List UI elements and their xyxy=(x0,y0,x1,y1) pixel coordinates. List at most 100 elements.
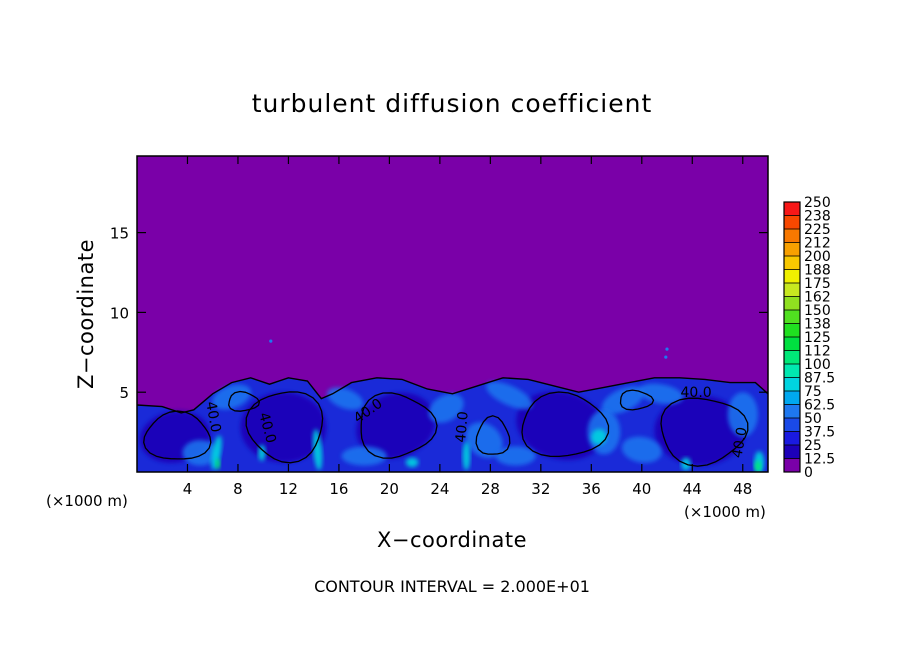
x-axis: 4 8 12 16 20 24 28 32 36 40 44 48 xyxy=(183,156,752,498)
mixing-streak xyxy=(327,387,364,410)
contour-label: 40.0 xyxy=(202,400,223,433)
colorbar-label: 250 xyxy=(804,195,831,211)
colorbar-swatch xyxy=(784,323,800,337)
colorbar-swatch xyxy=(784,296,800,310)
colorbar-swatch xyxy=(784,310,800,324)
plot-area: 40.0 40.0 40.040.040.040.0 xyxy=(136,155,769,473)
cyan-plume xyxy=(462,441,471,471)
eddy-core xyxy=(654,395,746,466)
colorbar-swatch xyxy=(784,364,800,378)
colorbar-label: 175 xyxy=(804,276,831,292)
mixing-streak xyxy=(428,393,464,423)
y-tick-label: 15 xyxy=(110,225,129,243)
y-axis-label: Z−coordinate xyxy=(74,239,98,389)
colorbar-label: 87.5 xyxy=(804,371,835,387)
colorbar-swatch xyxy=(784,350,800,364)
colorbar-label: 75 xyxy=(804,384,822,400)
cyan-plume xyxy=(258,444,266,461)
mixing-streak xyxy=(601,386,645,415)
colorbar-swatch xyxy=(784,391,800,405)
colorbar: 012.52537.55062.57587.510011212513815016… xyxy=(783,195,835,481)
contour-label: 40.0 xyxy=(681,385,712,401)
mixing-streak xyxy=(486,381,533,410)
mixing-streak xyxy=(182,440,218,466)
mixing-streak xyxy=(212,384,251,410)
contour-label: 40.0 xyxy=(729,426,750,459)
x-tick-label: 28 xyxy=(481,480,500,498)
contour-label: 40.0 xyxy=(453,411,472,443)
contour-line xyxy=(228,390,261,412)
contour-line xyxy=(475,415,511,455)
x-tick-label: 32 xyxy=(531,480,550,498)
colorbar-swatch xyxy=(784,215,800,229)
mixing-streak xyxy=(341,446,387,466)
colorbar-label: 100 xyxy=(804,357,831,373)
colorbar-label: 12.5 xyxy=(804,452,835,468)
contour-line xyxy=(360,392,438,459)
speckle xyxy=(664,355,668,359)
colorbar-label: 150 xyxy=(804,303,831,319)
colorbar-swatch xyxy=(784,242,800,256)
x-tick-label: 20 xyxy=(380,480,399,498)
colorbar-swatch xyxy=(784,229,800,243)
colorbar-label: 112 xyxy=(804,344,831,360)
chart-title: turbulent diffusion coefficient xyxy=(252,89,653,118)
green-spot xyxy=(215,458,221,470)
turbulent-layer xyxy=(137,339,768,472)
colorbar-swatch xyxy=(784,445,800,459)
x-tick-label: 4 xyxy=(183,480,193,498)
green-spot xyxy=(754,460,762,472)
cyan-plume xyxy=(591,428,607,445)
colorbar-label: 25 xyxy=(804,438,822,454)
colorbar-label: 212 xyxy=(804,236,831,252)
colorbar-label: 225 xyxy=(804,222,831,238)
x-tick-label: 40 xyxy=(632,480,651,498)
plot-frame xyxy=(136,155,769,473)
contour-line xyxy=(660,397,749,467)
contour-line xyxy=(521,391,610,458)
x-tick-label: 24 xyxy=(430,480,449,498)
cyan-plume xyxy=(405,457,419,468)
colorbar-label: 0 xyxy=(804,465,813,481)
colorbar-swatch xyxy=(784,458,800,472)
x-unit-right: (×1000 m) xyxy=(684,503,766,521)
colorbar-label: 37.5 xyxy=(804,425,835,441)
y-tick-label: 10 xyxy=(110,304,129,322)
mixing-streak xyxy=(638,383,684,405)
colorbar-label: 238 xyxy=(804,209,831,225)
x-tick-label: 8 xyxy=(233,480,243,498)
x-tick-label: 16 xyxy=(329,480,348,498)
x-tick-label: 44 xyxy=(683,480,702,498)
colorbar-swatch xyxy=(784,256,800,270)
contour-label: 40.0 xyxy=(255,411,279,445)
mixing-streak xyxy=(495,446,536,466)
colorbar-label: 188 xyxy=(804,263,831,279)
colorbar-label: 125 xyxy=(804,330,831,346)
colorbar-label: 62.5 xyxy=(804,398,835,414)
speckle xyxy=(269,339,273,343)
layer-top-contour xyxy=(137,377,768,414)
contour-labels: 40.0 40.0 40.040.040.040.0 xyxy=(202,385,750,459)
x-tick-label: 36 xyxy=(582,480,601,498)
x-tick-label: 48 xyxy=(733,480,752,498)
colorbar-swatch xyxy=(784,283,800,297)
y-tick-label: 5 xyxy=(119,384,129,402)
colorbar-swatch xyxy=(784,202,800,216)
mixing-streak xyxy=(465,422,503,458)
speckle xyxy=(665,347,669,351)
colorbar-swatch xyxy=(784,418,800,432)
contour-line xyxy=(619,389,655,411)
eddy-core xyxy=(356,392,436,459)
colorbar-label: 200 xyxy=(804,249,831,265)
colorbar-swatch xyxy=(784,431,800,445)
colorbar-swatch xyxy=(784,377,800,391)
eddy-core xyxy=(516,391,606,461)
cyan-plume xyxy=(211,435,222,471)
x-unit-left: (×1000 m) xyxy=(46,492,128,510)
colorbar-label: 138 xyxy=(804,317,831,333)
contour-line xyxy=(245,391,324,464)
colorbar-label: 50 xyxy=(804,411,822,427)
x-tick-label: 12 xyxy=(279,480,298,498)
colorbar-swatch xyxy=(784,404,800,418)
